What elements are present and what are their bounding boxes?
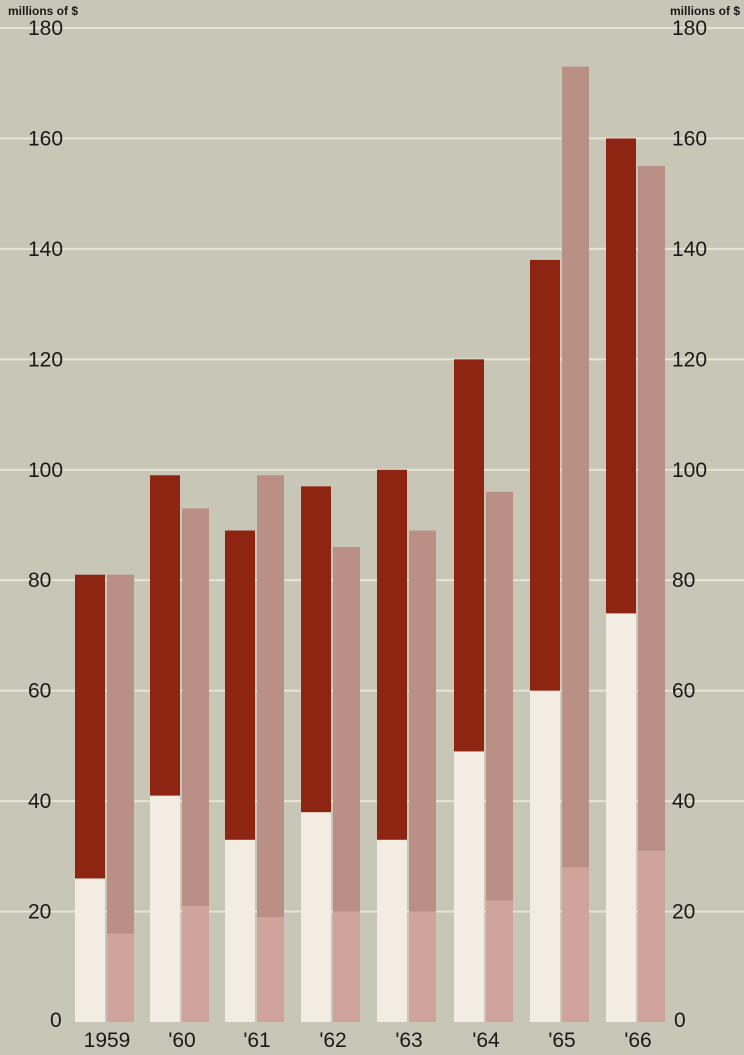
y-tick-left: 180: [28, 17, 63, 40]
x-tick-label: '64: [472, 1029, 500, 1052]
bar-left-lower-6: [530, 690, 560, 1022]
y-tick-left: 80: [28, 569, 51, 592]
x-tick-label: '66: [624, 1029, 651, 1052]
bar-left-upper-2: [225, 530, 255, 840]
bar-right-lower-4: [409, 911, 436, 1022]
bar-left-upper-3: [301, 486, 331, 813]
y-tick-left: 140: [28, 238, 63, 261]
y-tick-right: 40: [672, 790, 695, 813]
bar-right-lower-7: [638, 850, 665, 1022]
y-tick-left: 160: [28, 127, 63, 150]
y-tick-left: 120: [28, 348, 63, 371]
bar-left-lower-2: [225, 839, 255, 1022]
bar-right-upper-0: [107, 574, 134, 934]
bar-right-lower-2: [257, 917, 284, 1022]
bar-left-upper-0: [75, 574, 105, 879]
bar-left-lower-0: [75, 878, 105, 1022]
x-tick-label: '63: [395, 1029, 422, 1052]
x-tick-label: 1959: [84, 1029, 131, 1052]
bar-right-upper-6: [562, 66, 589, 868]
y-tick-left: 40: [28, 790, 51, 813]
bar-left-upper-4: [377, 469, 407, 840]
y-tick-left: 0: [50, 1009, 62, 1032]
gridline-160: [0, 137, 744, 140]
y-tick-right: 80: [672, 569, 695, 592]
bar-right-upper-4: [409, 530, 436, 912]
y-tick-right: 20: [672, 901, 695, 924]
bar-right-upper-3: [333, 547, 360, 912]
gridline-40: [0, 800, 744, 803]
y-tick-right: 180: [672, 17, 707, 40]
bar-left-lower-1: [150, 795, 180, 1022]
bar-right-lower-3: [333, 911, 360, 1022]
gridline-180: [0, 27, 744, 29]
y-unit-label-left: millions of $: [8, 4, 78, 18]
bar-right-upper-7: [638, 166, 665, 851]
y-unit-label-right: millions of $: [670, 4, 740, 18]
bar-right-lower-6: [562, 867, 589, 1022]
y-tick-right: 120: [672, 348, 707, 371]
x-tick-label: '60: [168, 1029, 195, 1052]
y-axis-right: 0 20 40 60 80 100 120 140 160 180: [672, 17, 707, 1032]
bar-right-upper-2: [257, 475, 284, 918]
y-tick-right: 140: [672, 238, 707, 261]
y-tick-left: 60: [28, 680, 51, 703]
bar-right-lower-1: [182, 906, 209, 1022]
bar-left-upper-1: [150, 475, 180, 796]
gridlines: [0, 27, 744, 913]
y-tick-right: 160: [672, 127, 707, 150]
x-axis: 1959 '60 '61 '62 '63 '64 '65 '66: [84, 1029, 652, 1052]
bar-left-lower-3: [301, 812, 331, 1022]
gridline-20: [0, 910, 744, 913]
y-axis-left: 0 20 40 60 80 100 120 140 160 180: [28, 17, 63, 1032]
bar-right-upper-5: [486, 491, 513, 901]
bar-left-upper-6: [530, 259, 560, 691]
bar-right-lower-0: [107, 933, 134, 1022]
x-tick-label: '62: [319, 1029, 346, 1052]
y-tick-right: 100: [672, 459, 707, 482]
bars: [75, 66, 665, 1022]
y-tick-left: 100: [28, 459, 63, 482]
y-tick-left: 20: [28, 901, 51, 924]
gridline-120: [0, 358, 744, 361]
y-tick-right: 0: [674, 1009, 686, 1032]
gridline-60: [0, 689, 744, 692]
x-tick-label: '61: [243, 1029, 270, 1052]
bar-left-lower-7: [606, 613, 636, 1022]
bar-right-lower-5: [486, 900, 513, 1022]
bar-left-upper-5: [454, 359, 484, 752]
y-tick-right: 60: [672, 680, 695, 703]
gridline-140: [0, 247, 744, 250]
bar-left-upper-7: [606, 138, 636, 614]
gridline-80: [0, 579, 744, 582]
bar-right-upper-1: [182, 508, 209, 907]
bar-left-lower-4: [377, 839, 407, 1022]
gridline-100: [0, 468, 744, 471]
bar-left-lower-5: [454, 751, 484, 1022]
x-tick-label: '65: [548, 1029, 575, 1052]
